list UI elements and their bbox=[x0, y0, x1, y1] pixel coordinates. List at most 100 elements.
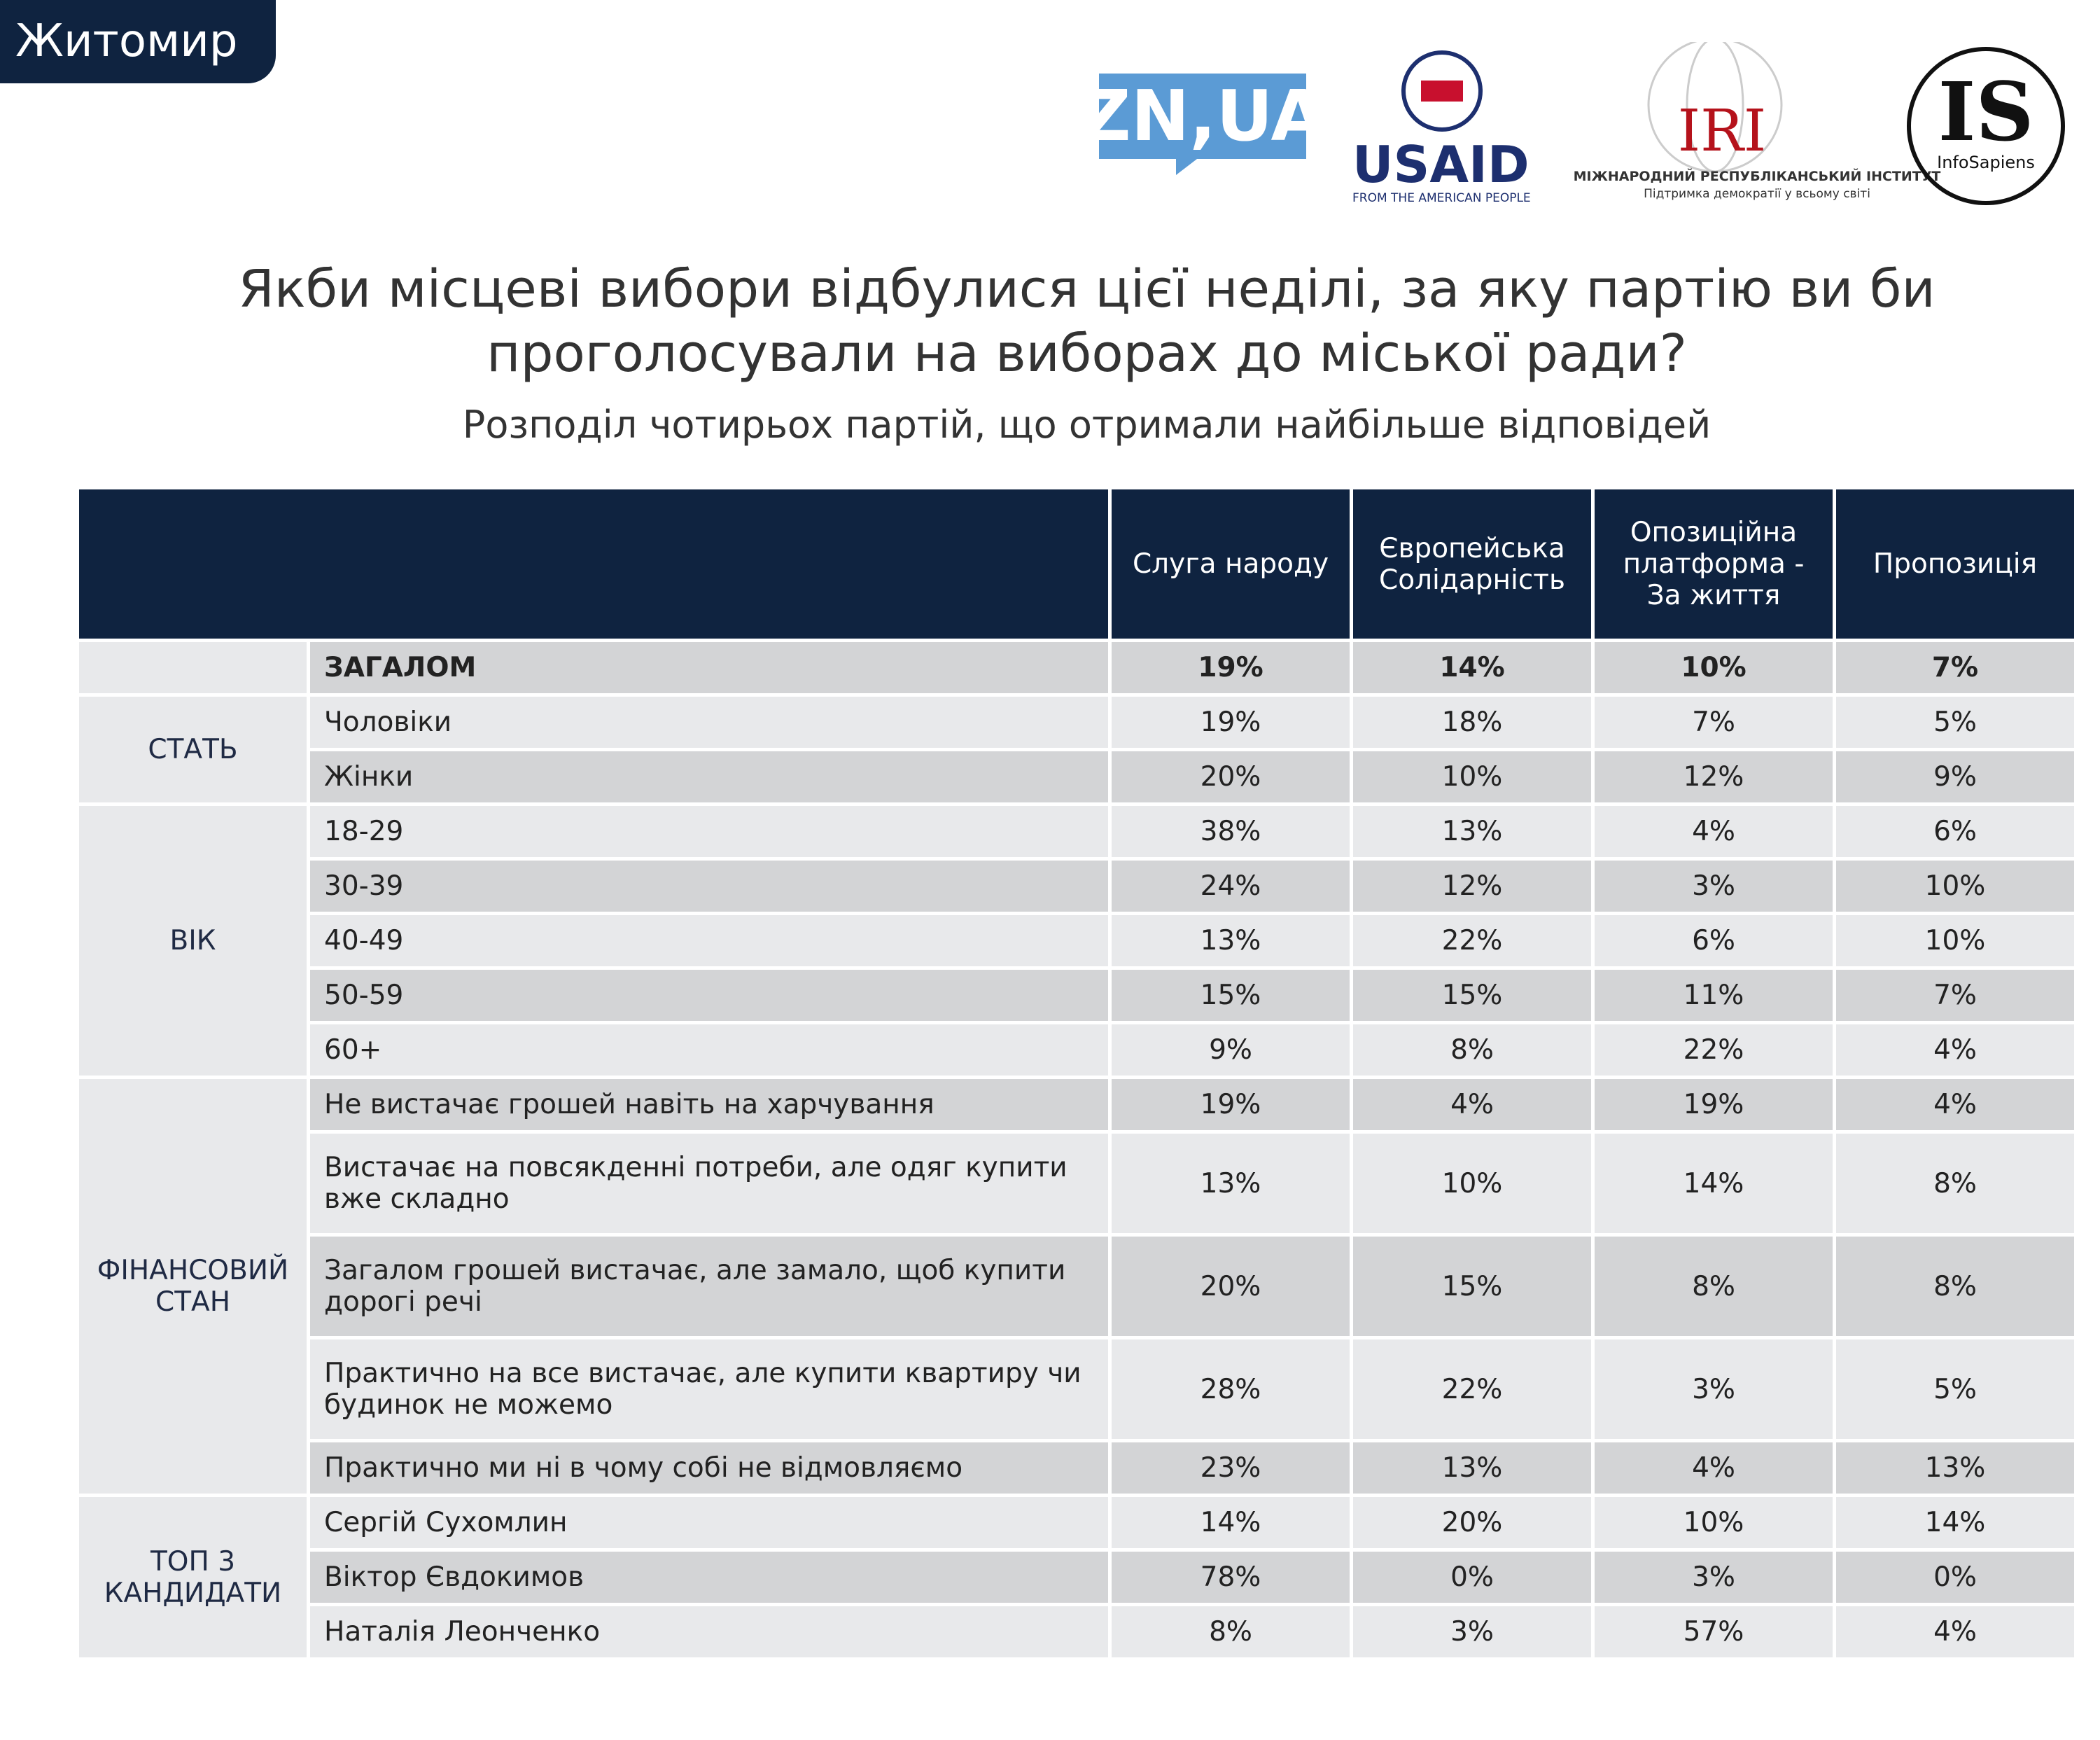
value-cell: 19% bbox=[1595, 1079, 1833, 1130]
value-cell: 6% bbox=[1595, 915, 1833, 966]
usaid-text: USAID bbox=[1352, 135, 1530, 194]
row-label: Практично ми ні в чому собі не відмовляє… bbox=[310, 1442, 1108, 1494]
row-label: Вистачає на повсякденні потреби, але одя… bbox=[310, 1134, 1108, 1233]
value-cell: 22% bbox=[1353, 1339, 1591, 1439]
region-tag: Житомир bbox=[0, 0, 276, 83]
value-cell: 15% bbox=[1112, 970, 1350, 1021]
is-logo: IS InfoSapiens bbox=[1907, 47, 2065, 205]
value-cell: 22% bbox=[1595, 1024, 1833, 1076]
table-row: Загалом грошей вистачає, але замало, щоб… bbox=[79, 1237, 2074, 1336]
value-cell: 15% bbox=[1353, 1237, 1591, 1336]
value-cell: 23% bbox=[1112, 1442, 1350, 1494]
value-cell: 10% bbox=[1353, 1134, 1591, 1233]
value-cell: 9% bbox=[1112, 1024, 1350, 1076]
value-cell: 22% bbox=[1353, 915, 1591, 966]
is-name: InfoSapiens bbox=[1937, 153, 2035, 172]
row-label: 18-29 bbox=[310, 806, 1108, 857]
group-label: ТОП 3 КАНДИДАТИ bbox=[79, 1497, 307, 1657]
column-header: Європейська Солідарність bbox=[1353, 489, 1591, 639]
value-cell: 38% bbox=[1112, 806, 1350, 857]
header-blank bbox=[79, 489, 1108, 639]
value-cell: 28% bbox=[1112, 1339, 1350, 1439]
value-cell: 4% bbox=[1836, 1606, 2074, 1657]
row-label: 50-59 bbox=[310, 970, 1108, 1021]
value-cell: 15% bbox=[1353, 970, 1591, 1021]
column-header: Опозиційна платформа - За життя bbox=[1595, 489, 1833, 639]
value-cell: 8% bbox=[1836, 1237, 2074, 1336]
value-cell: 13% bbox=[1836, 1442, 2074, 1494]
value-cell: 13% bbox=[1353, 1442, 1591, 1494]
group-label bbox=[79, 642, 307, 693]
table-row: Віктор Євдокимов 78% 0% 3% 0% bbox=[79, 1552, 2074, 1603]
iri-name: МІЖНАРОДНИЙ РЕСПУБЛІКАНСЬКИЙ ІНСТИТУТ bbox=[1574, 168, 1941, 184]
is-text: IS bbox=[1938, 65, 2034, 160]
value-cell: 57% bbox=[1595, 1606, 1833, 1657]
value-cell: 5% bbox=[1836, 1339, 2074, 1439]
table-row: ТОП 3 КАНДИДАТИ Сергій Сухомлин 14% 20% 10% 1… bbox=[79, 1497, 2074, 1657]
value-cell: 3% bbox=[1595, 1552, 1833, 1603]
row-label: Чоловіки bbox=[310, 697, 1108, 748]
row-label: 40-49 bbox=[310, 915, 1108, 966]
row-label: Практично на все вистачає, але купити кв… bbox=[310, 1339, 1108, 1439]
zn-logo: ZN,UA bbox=[1092, 74, 1325, 175]
value-cell: 4% bbox=[1595, 1442, 1833, 1494]
value-cell: 13% bbox=[1112, 1134, 1350, 1233]
usaid-tagline: FROM THE AMERICAN PEOPLE bbox=[1352, 191, 1531, 205]
value-cell: 11% bbox=[1595, 970, 1833, 1021]
iri-tagline: Підтримка демократії у всьому світі bbox=[1644, 187, 1870, 201]
value-cell: 4% bbox=[1836, 1024, 2074, 1076]
value-cell: 10% bbox=[1353, 751, 1591, 802]
value-cell: 13% bbox=[1353, 806, 1591, 857]
row-label: ЗАГАЛОМ bbox=[310, 642, 1108, 693]
table-row: Жінки 20% 10% 12% 9% bbox=[79, 751, 2074, 802]
column-header: Пропозиція bbox=[1836, 489, 2074, 639]
logos: ZN,UA USAID FROM THE AMERICAN PEOPLE IRI… bbox=[1092, 42, 2065, 205]
value-cell: 7% bbox=[1836, 642, 2074, 693]
title-line: проголосували на виборах до міської ради… bbox=[486, 323, 1687, 384]
iri-logo: IRI МІЖНАРОДНИЙ РЕСПУБЛІКАНСЬКИЙ ІНСТИТУ… bbox=[1574, 42, 1941, 201]
value-cell: 3% bbox=[1595, 1339, 1833, 1439]
value-cell: 18% bbox=[1353, 697, 1591, 748]
value-cell: 7% bbox=[1836, 970, 2074, 1021]
table-row: Наталія Леонченко 8% 3% 57% 4% bbox=[79, 1606, 2074, 1657]
row-label: Загалом грошей вистачає, але замало, щоб… bbox=[310, 1237, 1108, 1336]
value-cell: 8% bbox=[1595, 1237, 1833, 1336]
value-cell: 19% bbox=[1112, 1079, 1350, 1130]
value-cell: 10% bbox=[1595, 1497, 1833, 1548]
value-cell: 20% bbox=[1112, 751, 1350, 802]
title-line: Якби місцеві вибори відбулися цієї неділ… bbox=[238, 259, 1935, 319]
table-row: 50-59 15% 15% 11% 7% bbox=[79, 970, 2074, 1021]
table-row: СТАТЬ Чоловіки 19% 18% 7% 5% bbox=[79, 697, 2074, 802]
iri-text: IRI bbox=[1678, 98, 1767, 165]
value-cell: 0% bbox=[1353, 1552, 1591, 1603]
group-label: ВІК bbox=[79, 806, 307, 1076]
value-cell: 78% bbox=[1112, 1552, 1350, 1603]
table-row: ФІНАНСОВИЙ СТАН Не вистачає грошей навіть… bbox=[79, 1079, 2074, 1494]
column-header: Слуга народу bbox=[1112, 489, 1350, 639]
zn-text: ZN,UA bbox=[1092, 75, 1325, 157]
row-label: Жінки bbox=[310, 751, 1108, 802]
value-cell: 8% bbox=[1353, 1024, 1591, 1076]
table-row: ЗАГАЛОМ 19% 14% 10% 7% bbox=[79, 642, 2074, 693]
results-table: Слуга народу Європейська Солідарність Опоз… bbox=[76, 486, 2078, 1661]
value-cell: 10% bbox=[1836, 915, 2074, 966]
table-row: 30-39 24% 12% 3% 10% bbox=[79, 861, 2074, 912]
row-label: Віктор Євдокимов bbox=[310, 1552, 1108, 1603]
value-cell: 5% bbox=[1836, 697, 2074, 748]
value-cell: 8% bbox=[1836, 1134, 2074, 1233]
value-cell: 12% bbox=[1595, 751, 1833, 802]
table-row: Практично ми ні в чому собі не відмовляє… bbox=[79, 1442, 2074, 1494]
value-cell: 13% bbox=[1112, 915, 1350, 966]
value-cell: 4% bbox=[1353, 1079, 1591, 1130]
value-cell: 14% bbox=[1595, 1134, 1833, 1233]
value-cell: 8% bbox=[1112, 1606, 1350, 1657]
value-cell: 12% bbox=[1353, 861, 1591, 912]
value-cell: 20% bbox=[1112, 1237, 1350, 1336]
value-cell: 20% bbox=[1353, 1497, 1591, 1548]
group-label: ФІНАНСОВИЙ СТАН bbox=[79, 1079, 307, 1494]
value-cell: 19% bbox=[1112, 642, 1350, 693]
subtitle: Розподіл чотирьох партій, що отримали на… bbox=[462, 403, 1712, 447]
value-cell: 4% bbox=[1595, 806, 1833, 857]
table-row: Вистачає на повсякденні потреби, але одя… bbox=[79, 1134, 2074, 1233]
